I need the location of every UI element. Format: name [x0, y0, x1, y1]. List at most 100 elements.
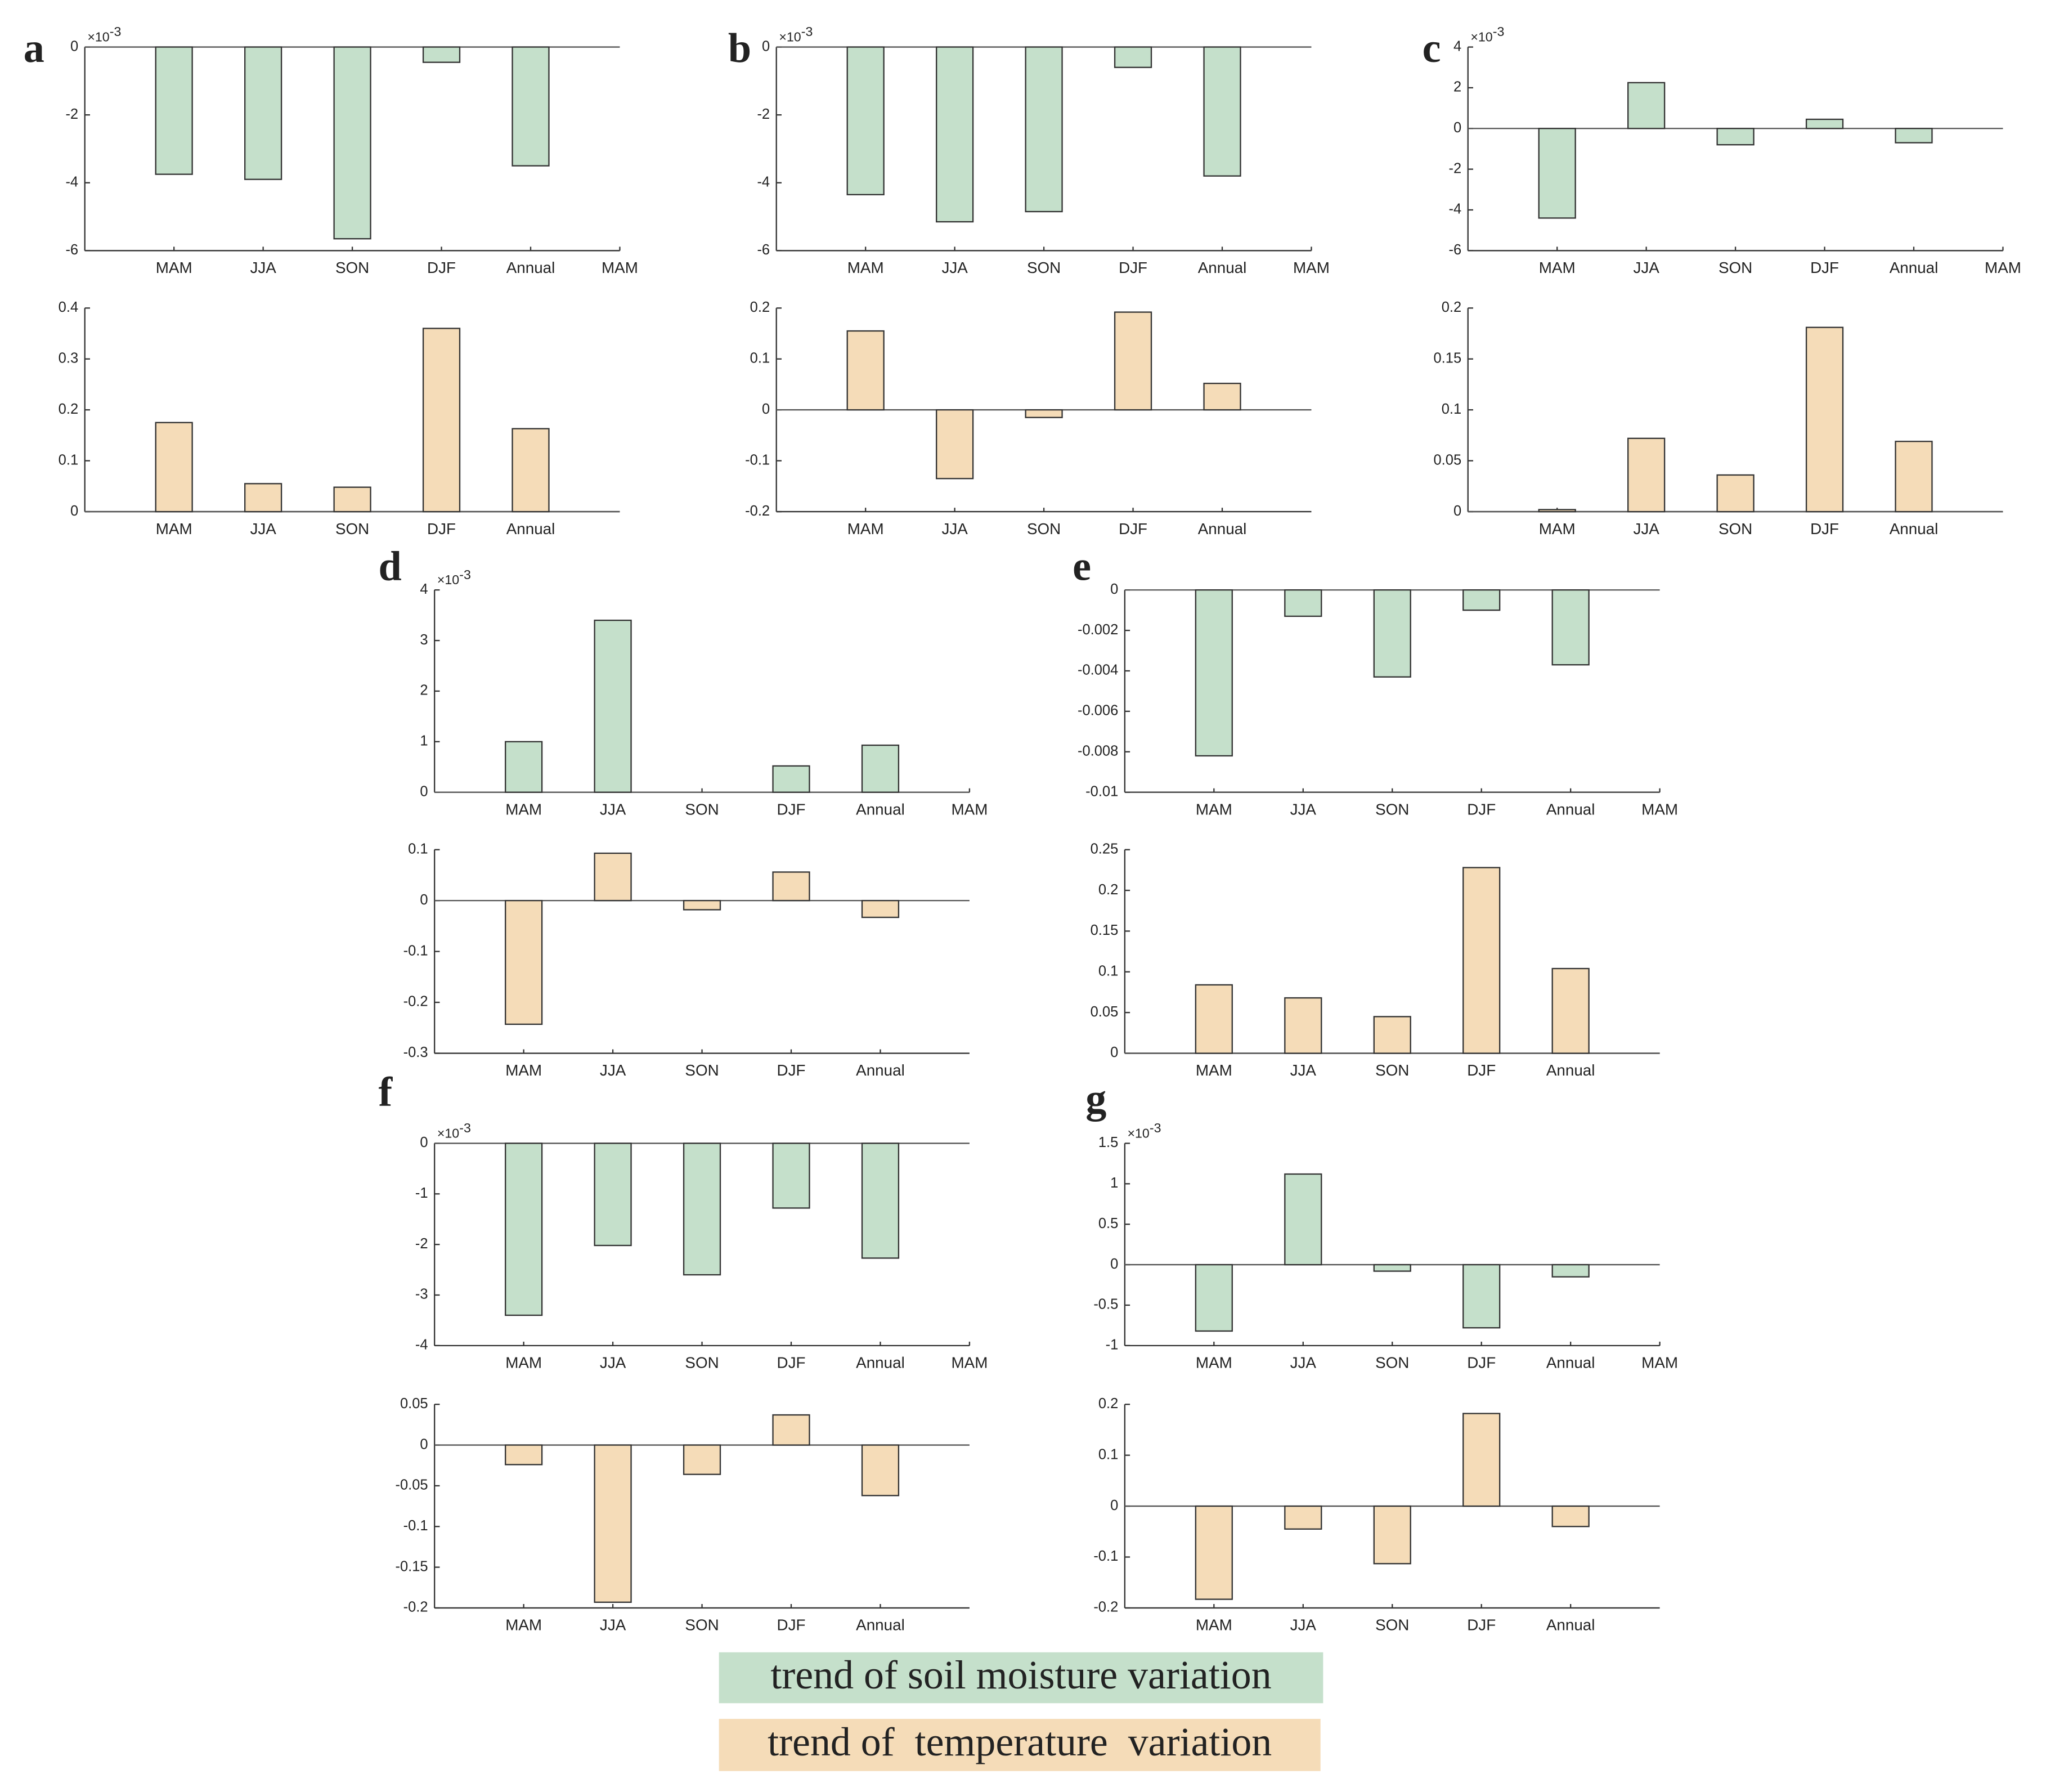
x-tick-label: SON	[1375, 800, 1409, 818]
x-tick-label: JJA	[600, 1061, 626, 1079]
y-tick-label: -0.006	[1078, 703, 1118, 719]
y-tick-label: -0.2	[403, 994, 428, 1010]
x-tick-label: Annual	[856, 1354, 905, 1372]
x-tick-label: MAM	[1293, 259, 1330, 276]
x-tick-label: SON	[1375, 1061, 1409, 1079]
bar	[1284, 589, 1322, 617]
legend-swatch	[719, 1719, 1321, 1771]
x-tick-label: SON	[1719, 520, 1752, 537]
exponent-base: ×10	[1128, 1126, 1150, 1140]
exponent-power: -3	[1150, 1121, 1161, 1135]
x-tick-label: Annual	[856, 800, 905, 818]
x-tick-label: MAM	[951, 1354, 988, 1372]
y-tick-label: 0.05	[400, 1396, 428, 1412]
x-tick-label: MAM	[1985, 259, 2021, 276]
chart: -6 -4 -2 0 MAM JJA SON DJF Annual MAM b ×10 -3	[728, 24, 1330, 276]
y-tick-label: -0.008	[1078, 743, 1118, 759]
bar	[936, 409, 974, 480]
x-tick-label: Annual	[856, 1061, 905, 1079]
y-tick-label: -3	[415, 1287, 428, 1302]
bar	[1284, 1505, 1322, 1530]
y-tick-label: 0	[762, 38, 770, 54]
bar	[1025, 409, 1063, 418]
bar	[333, 486, 371, 513]
y-tick-label: -0.002	[1078, 622, 1118, 638]
y-tick-label: -0.1	[745, 452, 770, 468]
chart: 0 0.05 0.1 0.15 0.2 0.25 MAM JJA SON DJF Annual	[1091, 841, 1660, 1079]
y-tick-label: -0.05	[395, 1477, 428, 1493]
chart: -6 -4 -2 0 MAM JJA SON DJF Annual MAM a ×10 -3	[24, 24, 638, 276]
bar	[594, 1143, 632, 1247]
bar	[594, 852, 632, 902]
panel-letter: f	[378, 1069, 393, 1115]
y-tick-label: -6	[1448, 242, 1461, 258]
y-tick-label: 4	[420, 581, 428, 597]
x-tick-label: SON	[1719, 259, 1752, 276]
y-tick-label: 0.2	[1098, 1396, 1118, 1412]
exponent-power: -3	[110, 24, 122, 39]
bar	[1805, 326, 1844, 513]
y-tick-label: -6	[757, 242, 770, 258]
x-tick-label: SON	[685, 1616, 719, 1634]
exponent-power: -3	[1493, 24, 1505, 39]
y-tick-label: -1	[1106, 1337, 1119, 1353]
x-tick-label: SON	[335, 259, 369, 276]
bar	[846, 46, 885, 195]
bar	[422, 46, 461, 63]
y-tick-label: 0.4	[59, 299, 78, 315]
exponent-power: -3	[459, 1121, 471, 1135]
x-tick-label: DJF	[777, 1354, 806, 1372]
bar	[1627, 437, 1666, 513]
y-tick-label: -0.15	[395, 1558, 428, 1574]
y-tick-label: -0.2	[1093, 1600, 1118, 1615]
bar	[512, 46, 550, 167]
bar	[1462, 1413, 1501, 1507]
x-tick-label: JJA	[1633, 520, 1659, 537]
bar	[1716, 474, 1755, 513]
y-tick-label: 0.05	[1091, 1004, 1119, 1020]
x-tick-label: DJF	[1119, 259, 1147, 276]
x-tick-label: MAM	[1196, 1354, 1232, 1372]
y-tick-label: 0.1	[1442, 401, 1461, 417]
y-tick-label: -2	[65, 106, 78, 122]
y-tick-label: 3	[420, 632, 428, 648]
bar	[1462, 1264, 1501, 1329]
y-tick-label: 1.5	[1098, 1135, 1118, 1150]
x-tick-label: Annual	[1546, 1061, 1595, 1079]
y-tick-label: 0	[70, 503, 78, 519]
bar	[244, 46, 282, 180]
bar	[1195, 1505, 1233, 1600]
bar	[1195, 1264, 1233, 1332]
y-tick-label: 0	[420, 892, 428, 908]
exponent-base: ×10	[437, 572, 459, 587]
legend-label: trend of soil moisture variation	[770, 1652, 1271, 1697]
x-tick-label: JJA	[1290, 1354, 1317, 1372]
exponent-base: ×10	[87, 29, 109, 44]
x-tick-label: MAM	[602, 259, 638, 276]
y-tick-label: 0	[1110, 1045, 1118, 1060]
x-tick-label: MAM	[505, 800, 542, 818]
bar	[1462, 589, 1501, 611]
bar	[1627, 82, 1666, 129]
bar	[1462, 867, 1501, 1054]
bar	[1373, 1016, 1411, 1054]
exponent-power: -3	[459, 567, 471, 582]
legend-swatch	[719, 1652, 1323, 1704]
x-tick-label: Annual	[1890, 259, 1939, 276]
bar	[1373, 1264, 1411, 1272]
y-tick-label: 0.1	[1098, 963, 1118, 979]
chart: 0 1 2 3 4 MAM JJA SON DJF Annual MAM d ×10 -3	[378, 543, 988, 818]
x-tick-label: DJF	[1467, 800, 1496, 818]
x-tick-label: DJF	[1119, 520, 1147, 537]
x-tick-label: MAM	[847, 259, 884, 276]
y-tick-label: 0	[420, 1436, 428, 1452]
y-tick-label: 0	[70, 38, 78, 54]
y-tick-label: 0	[1453, 120, 1461, 136]
panel-letter: d	[378, 543, 401, 589]
y-tick-label: -0.3	[403, 1045, 428, 1060]
x-tick-label: SON	[685, 1061, 719, 1079]
x-tick-label: MAM	[1539, 520, 1576, 537]
y-tick-label: -0.5	[1093, 1297, 1118, 1312]
panel-letter: a	[24, 25, 44, 71]
